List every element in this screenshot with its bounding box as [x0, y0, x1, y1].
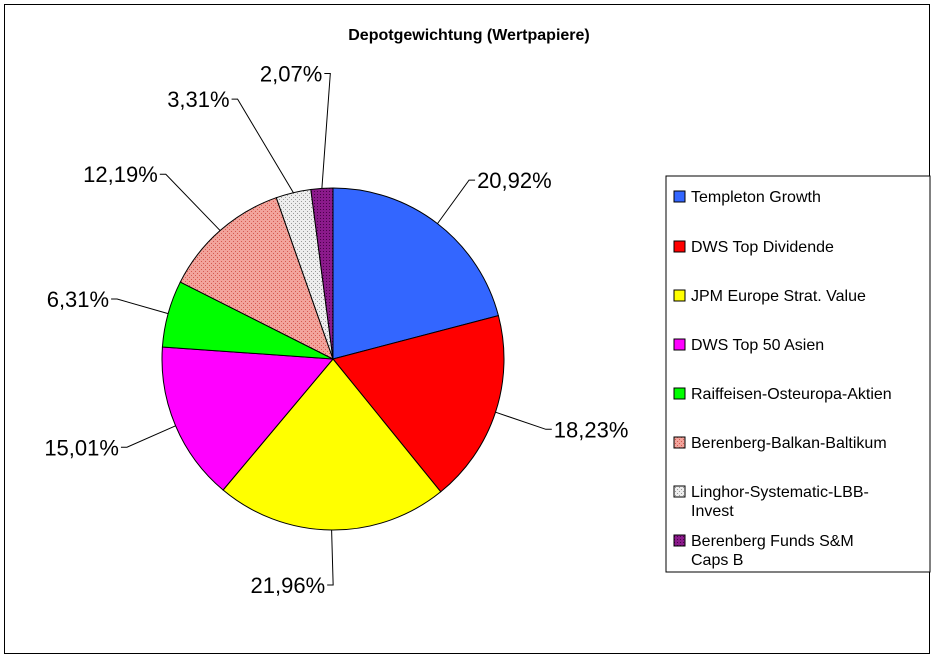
legend-label-5: Raiffeisen-Osteuropa-Aktien	[691, 386, 892, 403]
pie-slice-1	[332, 187, 500, 360]
leader-lines	[111, 72, 552, 586]
legend-label-1: Templeton Growth	[691, 189, 821, 206]
chart-title: Depotgewichtung (Wertpapiere)	[348, 27, 590, 44]
slice-label-3: 21,96%	[251, 573, 326, 598]
leader-line-7	[231, 98, 294, 193]
legend-swatch-7	[673, 485, 686, 498]
slice-label-2: 18,23%	[554, 417, 629, 442]
legend-box	[665, 175, 931, 573]
legend-label-4: DWS Top 50 Asien	[691, 337, 824, 354]
slice-label-6: 12,19%	[83, 162, 158, 187]
pie-chart: Depotgewichtung (Wertpapiere) 20,92% 18,2…	[44, 27, 931, 598]
slice-labels: 20,92% 18,23% 21,96% 15,01% 6,31% 12,19% 3,31%…	[44, 61, 628, 598]
slice-label-1: 20,92%	[477, 168, 552, 193]
legend-swatch-6	[673, 436, 686, 449]
legend-swatch-1	[673, 190, 686, 203]
pie-slice-4	[161, 346, 335, 491]
legend-swatch-4	[673, 338, 686, 351]
leader-line-1	[437, 179, 476, 224]
legend-label-7: Linghor-Systematic-LBB-Invest	[691, 484, 869, 520]
leader-line-5	[111, 298, 169, 315]
leader-line-2	[495, 411, 552, 430]
legend-label-8: Berenberg Funds S&M Caps B	[691, 533, 854, 569]
leader-line-3	[327, 529, 334, 586]
legend-swatch-2	[673, 240, 686, 253]
legend-swatch-8	[673, 534, 686, 547]
pie-slice-6	[179, 197, 334, 361]
legend-label-3: JPM Europe Strat. Value	[691, 288, 866, 305]
pie-slice-3	[222, 358, 442, 531]
pie-slices	[161, 187, 505, 531]
slice-label-4: 15,01%	[44, 435, 119, 460]
legend-label-2: DWS Top Dividende	[691, 239, 834, 256]
leader-line-4	[120, 425, 176, 448]
legend-label-6: Berenberg-Balkan-Baltikum	[691, 435, 887, 452]
chart-area: Depotgewichtung (Wertpapiere) 20,92% 18,2…	[4, 4, 931, 654]
leader-line-6	[159, 173, 221, 231]
legend-swatch-5	[673, 387, 686, 400]
legend-swatch-3	[673, 289, 686, 302]
legend: Templeton Growth DWS Top Dividende JPM Eur…	[665, 175, 931, 573]
slice-label-8: 2,07%	[260, 61, 322, 86]
leader-line-8	[321, 72, 331, 189]
slice-label-5: 6,31%	[47, 287, 109, 312]
slice-label-7: 3,31%	[167, 87, 229, 112]
